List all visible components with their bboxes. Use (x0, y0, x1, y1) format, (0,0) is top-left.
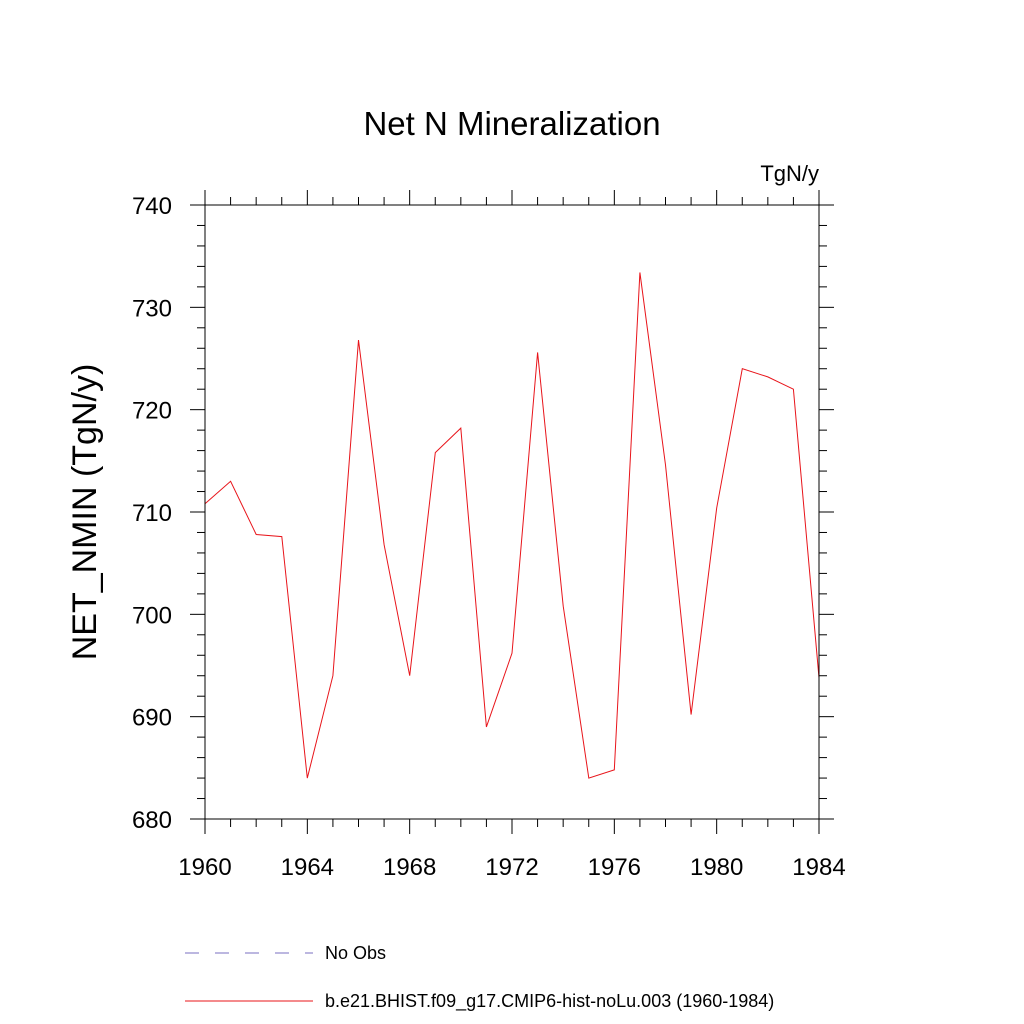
x-tick-label: 1972 (485, 854, 538, 881)
series-line-0 (204, 272, 820, 779)
legend-label-no-obs: No Obs (325, 943, 386, 963)
plot-frame (204, 204, 820, 820)
y-tick-label: 690 (132, 705, 172, 732)
x-tick-label: 1984 (792, 854, 845, 881)
axis-ticks (190, 190, 834, 834)
y-tick-label: 700 (132, 602, 172, 629)
y-tick-label: 680 (132, 807, 172, 834)
y-axis-label: NET_NMIN (TgN/y) (66, 364, 104, 661)
y-tick-label: 740 (132, 193, 172, 220)
legend-label-model: b.e21.BHIST.f09_g17.CMIP6-hist-noLu.003 … (325, 991, 774, 1012)
x-tick-label: 1968 (383, 854, 436, 881)
x-tick-label: 1976 (588, 854, 641, 881)
tick-labels: 1960 1964 1968 1972 1976 1980 1984 680 690 700 710… (132, 193, 846, 881)
y-tick-label: 730 (132, 295, 172, 322)
y-tick-label: 710 (132, 500, 172, 527)
x-tick-label: 1964 (281, 854, 334, 881)
y-tick-label: 720 (132, 398, 172, 425)
x-tick-label: 1960 (178, 854, 231, 881)
legend: No Obs b.e21.BHIST.f09_g17.CMIP6-hist-no… (185, 943, 774, 1012)
chart-title: Net N Mineralization (363, 105, 660, 142)
series-layer (204, 272, 820, 779)
x-tick-label: 1980 (690, 854, 743, 881)
units-label: TgN/y (760, 161, 819, 186)
